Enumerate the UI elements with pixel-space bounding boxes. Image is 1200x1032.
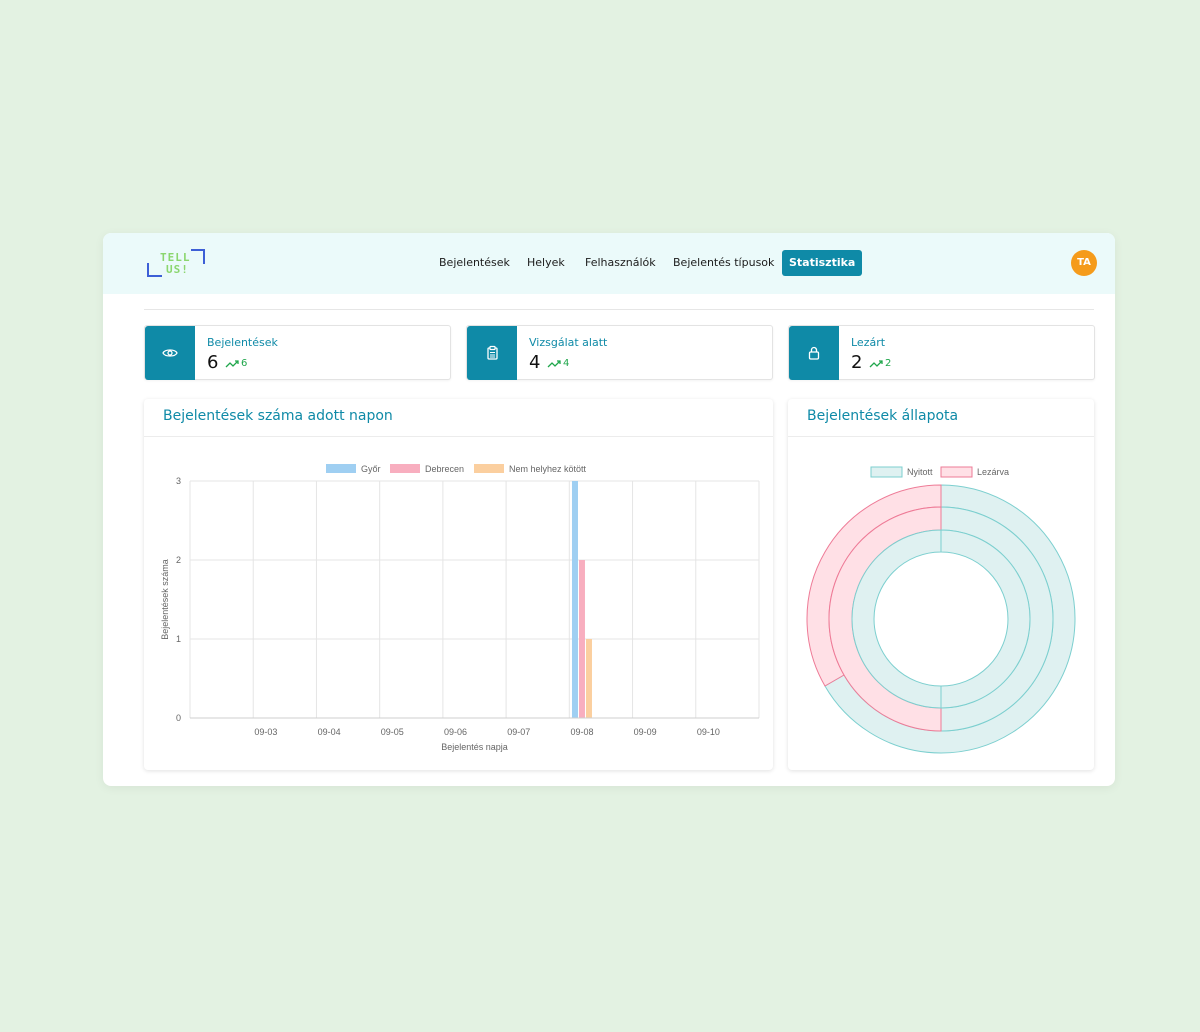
stat-trend-value: 4	[563, 358, 570, 369]
trending-up-icon	[547, 359, 561, 367]
main-nav: Bejelentések Helyek Felhasználók Bejelen…	[103, 250, 1115, 276]
doughnut-chart-panel: Bejelentések állapota Nyitott Lezárva	[788, 399, 1094, 770]
stat-trend-value: 2	[885, 358, 892, 369]
x-tick-label: 09-08	[570, 727, 593, 737]
y-axis-title: Bejelentések száma	[160, 559, 170, 640]
legend-swatch	[474, 464, 504, 473]
x-axis-title: Bejelentés napja	[441, 742, 508, 752]
y-tick-label: 0	[176, 713, 181, 723]
panel-divider	[788, 436, 1094, 437]
nav-item-bejelentes-tipusok[interactable]: Bejelentés típusok	[673, 256, 775, 269]
x-tick-label: 09-10	[697, 727, 720, 737]
stat-trend: 4	[547, 358, 569, 369]
clipboard-icon	[467, 326, 517, 380]
stat-value: 6	[207, 352, 219, 373]
bar-chart: Győr Debrecen Nem helyhez kötött 0 1 2 3 09-03 0…	[160, 464, 760, 752]
top-navbar: TELL US! Bejelentések Helyek Felhasználó…	[103, 233, 1115, 294]
eye-icon	[145, 326, 195, 380]
x-tick-label: 09-04	[318, 727, 341, 737]
x-tick-label: 09-06	[444, 727, 467, 737]
bar	[578, 560, 585, 718]
stat-value: 4	[529, 352, 541, 373]
logo-line2: US!	[166, 263, 189, 276]
trending-up-icon	[869, 359, 883, 367]
doughnut-segment	[851, 529, 1031, 709]
header-divider	[144, 309, 1094, 310]
stat-trend: 2	[869, 358, 891, 369]
stat-card-lezart: Lezárt 2 2	[788, 325, 1095, 380]
x-tick-label: 09-09	[634, 727, 657, 737]
bar	[571, 481, 578, 718]
bar	[585, 639, 592, 718]
x-tick-label: 09-03	[254, 727, 277, 737]
tell-us-logo[interactable]: TELL US!	[145, 247, 207, 279]
y-tick-label: 3	[176, 476, 181, 486]
legend-swatch	[326, 464, 356, 473]
nav-item-bejelentesek[interactable]: Bejelentések	[439, 256, 510, 269]
legend-swatch	[870, 466, 903, 478]
trending-up-icon	[225, 359, 239, 367]
y-tick-label: 1	[176, 634, 181, 644]
x-tick-label: 09-07	[507, 727, 530, 737]
legend-label: Nyitott	[907, 467, 933, 477]
x-tick-label: 09-05	[381, 727, 404, 737]
legend-label: Nem helyhez kötött	[509, 464, 587, 474]
stat-trend-value: 6	[241, 358, 248, 369]
stat-card-bejelentesek: Bejelentések 6 6	[144, 325, 451, 380]
doughnut-chart: Nyitott Lezárva	[806, 466, 1076, 754]
legend-label: Lezárva	[977, 467, 1009, 477]
legend-swatch	[940, 466, 973, 478]
user-avatar[interactable]: TA	[1071, 250, 1097, 276]
y-tick-label: 2	[176, 555, 181, 565]
app-window: TELL US! Bejelentések Helyek Felhasználó…	[103, 233, 1115, 786]
panel-title: Bejelentések állapota	[807, 408, 959, 424]
bar-chart-panel: Bejelentések száma adott napon Győr Debre…	[144, 399, 773, 770]
stat-trend: 6	[225, 358, 247, 369]
stat-label: Bejelentések	[207, 336, 278, 349]
stat-label: Lezárt	[851, 336, 886, 349]
panel-title: Bejelentések száma adott napon	[163, 408, 393, 424]
logo-line1: TELL	[160, 251, 191, 264]
stat-card-vizsgalat-alatt: Vizsgálat alatt 4 4	[466, 325, 773, 380]
legend-label: Győr	[361, 464, 381, 474]
panel-divider	[144, 436, 773, 437]
nav-item-felhasznalok[interactable]: Felhasználók	[585, 256, 656, 269]
lock-icon	[789, 326, 839, 380]
nav-item-statisztika[interactable]: Statisztika	[782, 250, 863, 276]
legend-swatch	[390, 464, 420, 473]
legend-label: Debrecen	[425, 464, 464, 474]
nav-item-helyek[interactable]: Helyek	[527, 256, 565, 269]
stat-label: Vizsgálat alatt	[529, 336, 608, 349]
logo-bracket-icon	[147, 249, 205, 277]
stat-value: 2	[851, 352, 863, 373]
